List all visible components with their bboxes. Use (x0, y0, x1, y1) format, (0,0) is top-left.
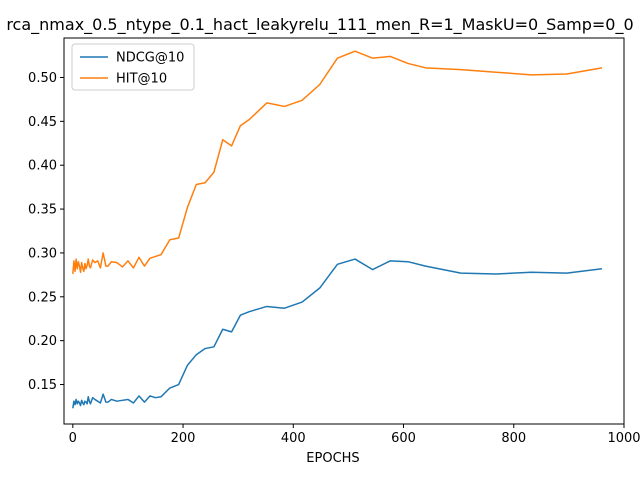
y-tick-label: 0.40 (28, 159, 57, 174)
y-tick-label: 0.35 (28, 203, 57, 218)
y-tick-label: 0.50 (28, 71, 57, 86)
x-tick-label: 400 (281, 431, 306, 446)
x-axis-label: EPOCHS (306, 451, 359, 466)
legend-label: NDCG@10 (116, 51, 184, 66)
series-line-hit-10 (72, 50, 603, 275)
y-tick-label: 0.45 (28, 115, 57, 130)
chart-title: rca_nmax_0.5_ntype_0.1_hact_leakyrelu_11… (6, 15, 633, 35)
y-tick-label: 0.25 (28, 290, 57, 305)
x-tick-label: 1000 (607, 431, 640, 446)
y-tick-label: 0.15 (28, 378, 57, 393)
x-tick-label: 800 (501, 431, 526, 446)
series-lines (72, 50, 603, 409)
x-axis-ticks: 0 200 400 600 800 1000 (69, 424, 640, 446)
y-tick-label: 0.30 (28, 246, 57, 261)
y-tick-label: 0.20 (28, 334, 57, 349)
legend-label: HIT@10 (116, 72, 167, 87)
series-line-ndcg-10 (72, 258, 603, 409)
plot-area-frame (63, 37, 625, 425)
x-tick-label: 600 (391, 431, 416, 446)
y-axis-ticks: 0.15 0.20 0.25 0.30 0.35 0.40 0.45 0.50 (28, 71, 64, 393)
legend: NDCG@10 HIT@10 (71, 43, 195, 91)
x-tick-label: 0 (69, 431, 77, 446)
x-tick-label: 200 (171, 431, 196, 446)
